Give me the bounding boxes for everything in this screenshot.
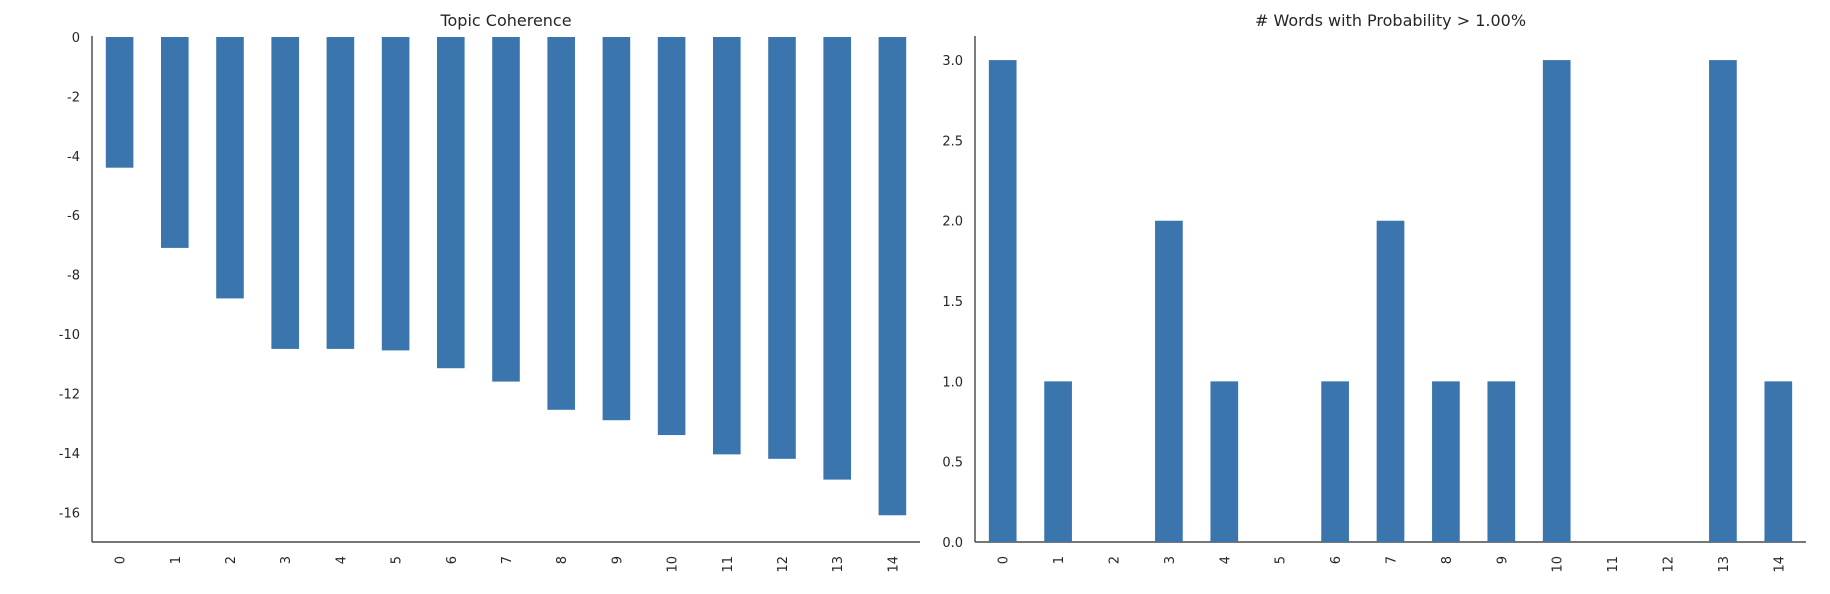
bar (1321, 381, 1349, 542)
x-tick-label: 12 (1662, 556, 1677, 573)
x-tick-label: 13 (831, 556, 846, 573)
y-tick-label: -14 (59, 447, 80, 462)
bar (1542, 60, 1571, 542)
y-tick-label: -10 (59, 328, 80, 343)
bar (326, 37, 355, 349)
x-tick-label: 8 (1440, 556, 1455, 564)
x-tick-label: 1 (1052, 556, 1067, 564)
x-tick-label: 6 (1329, 556, 1344, 564)
bar (216, 37, 244, 299)
x-tick-label: 13 (1717, 556, 1732, 573)
bar (1709, 60, 1737, 542)
y-tick-label: -4 (67, 150, 80, 165)
bar (161, 37, 189, 248)
y-tick-label: 1.5 (942, 295, 963, 310)
bar (878, 37, 907, 516)
x-tick-label: 3 (1163, 556, 1178, 564)
x-tick-label: 3 (279, 556, 294, 564)
bar (823, 37, 851, 480)
bar (1376, 220, 1405, 542)
y-tick-label: -12 (59, 387, 80, 402)
x-tick-label: 2 (224, 556, 239, 564)
bar (547, 37, 575, 410)
chart-title: # Words with Probability > 1.00% (1255, 11, 1526, 30)
x-tick-label: 4 (1218, 556, 1233, 564)
x-tick-label: 11 (1606, 556, 1621, 573)
y-tick-label: 2.0 (942, 215, 963, 230)
y-tick-label: 0 (72, 31, 80, 46)
bar (492, 37, 520, 382)
x-tick-label: 2 (1108, 556, 1123, 564)
y-tick-label: 2.5 (942, 134, 963, 149)
bar (988, 60, 1017, 542)
y-tick-label: 1.0 (942, 375, 963, 390)
bar (602, 37, 631, 421)
x-tick-label: 4 (334, 556, 349, 564)
x-tick-label: 1 (169, 556, 184, 564)
x-tick-label: 6 (445, 556, 460, 564)
bar (713, 37, 741, 455)
x-tick-label: 8 (555, 556, 570, 564)
x-tick-label: 0 (997, 556, 1012, 564)
x-tick-label: 10 (1551, 556, 1566, 573)
y-tick-label: -8 (67, 269, 80, 284)
x-tick-label: 5 (390, 556, 405, 564)
y-tick-label: -16 (59, 506, 80, 521)
y-tick-label: -6 (67, 209, 80, 224)
x-tick-label: 12 (776, 556, 791, 573)
bar (1155, 220, 1183, 542)
bar (657, 37, 686, 436)
x-tick-label: 7 (1385, 556, 1400, 564)
words-probability-chart: # Words with Probability > 1.00% 0.0 0.5 1.… (942, 11, 1806, 573)
y-tick-label: 0.5 (942, 456, 963, 471)
bar (1487, 381, 1516, 542)
x-tick-label: 14 (1772, 556, 1787, 573)
x-tick-label: 9 (1495, 556, 1510, 564)
x-tick-label: 7 (500, 556, 515, 564)
x-tick-label: 0 (114, 556, 129, 564)
bar (381, 37, 410, 351)
x-tick-label: 14 (886, 556, 901, 573)
y-tick-label: 0.0 (942, 536, 963, 551)
bar (437, 37, 465, 369)
bar (1044, 381, 1072, 542)
y-tick-label: -2 (67, 90, 80, 105)
bar (768, 37, 796, 459)
x-tick-label: 10 (666, 556, 681, 573)
y-tick-label: 3.0 (942, 54, 963, 69)
chart-title: Topic Coherence (439, 11, 571, 30)
bar (1210, 381, 1239, 542)
bar (271, 37, 299, 349)
x-tick-label: 11 (721, 556, 736, 573)
bar (105, 37, 134, 168)
bar (1764, 381, 1793, 542)
x-tick-label: 5 (1274, 556, 1289, 564)
bar (1432, 381, 1460, 542)
x-tick-label: 9 (610, 556, 625, 564)
